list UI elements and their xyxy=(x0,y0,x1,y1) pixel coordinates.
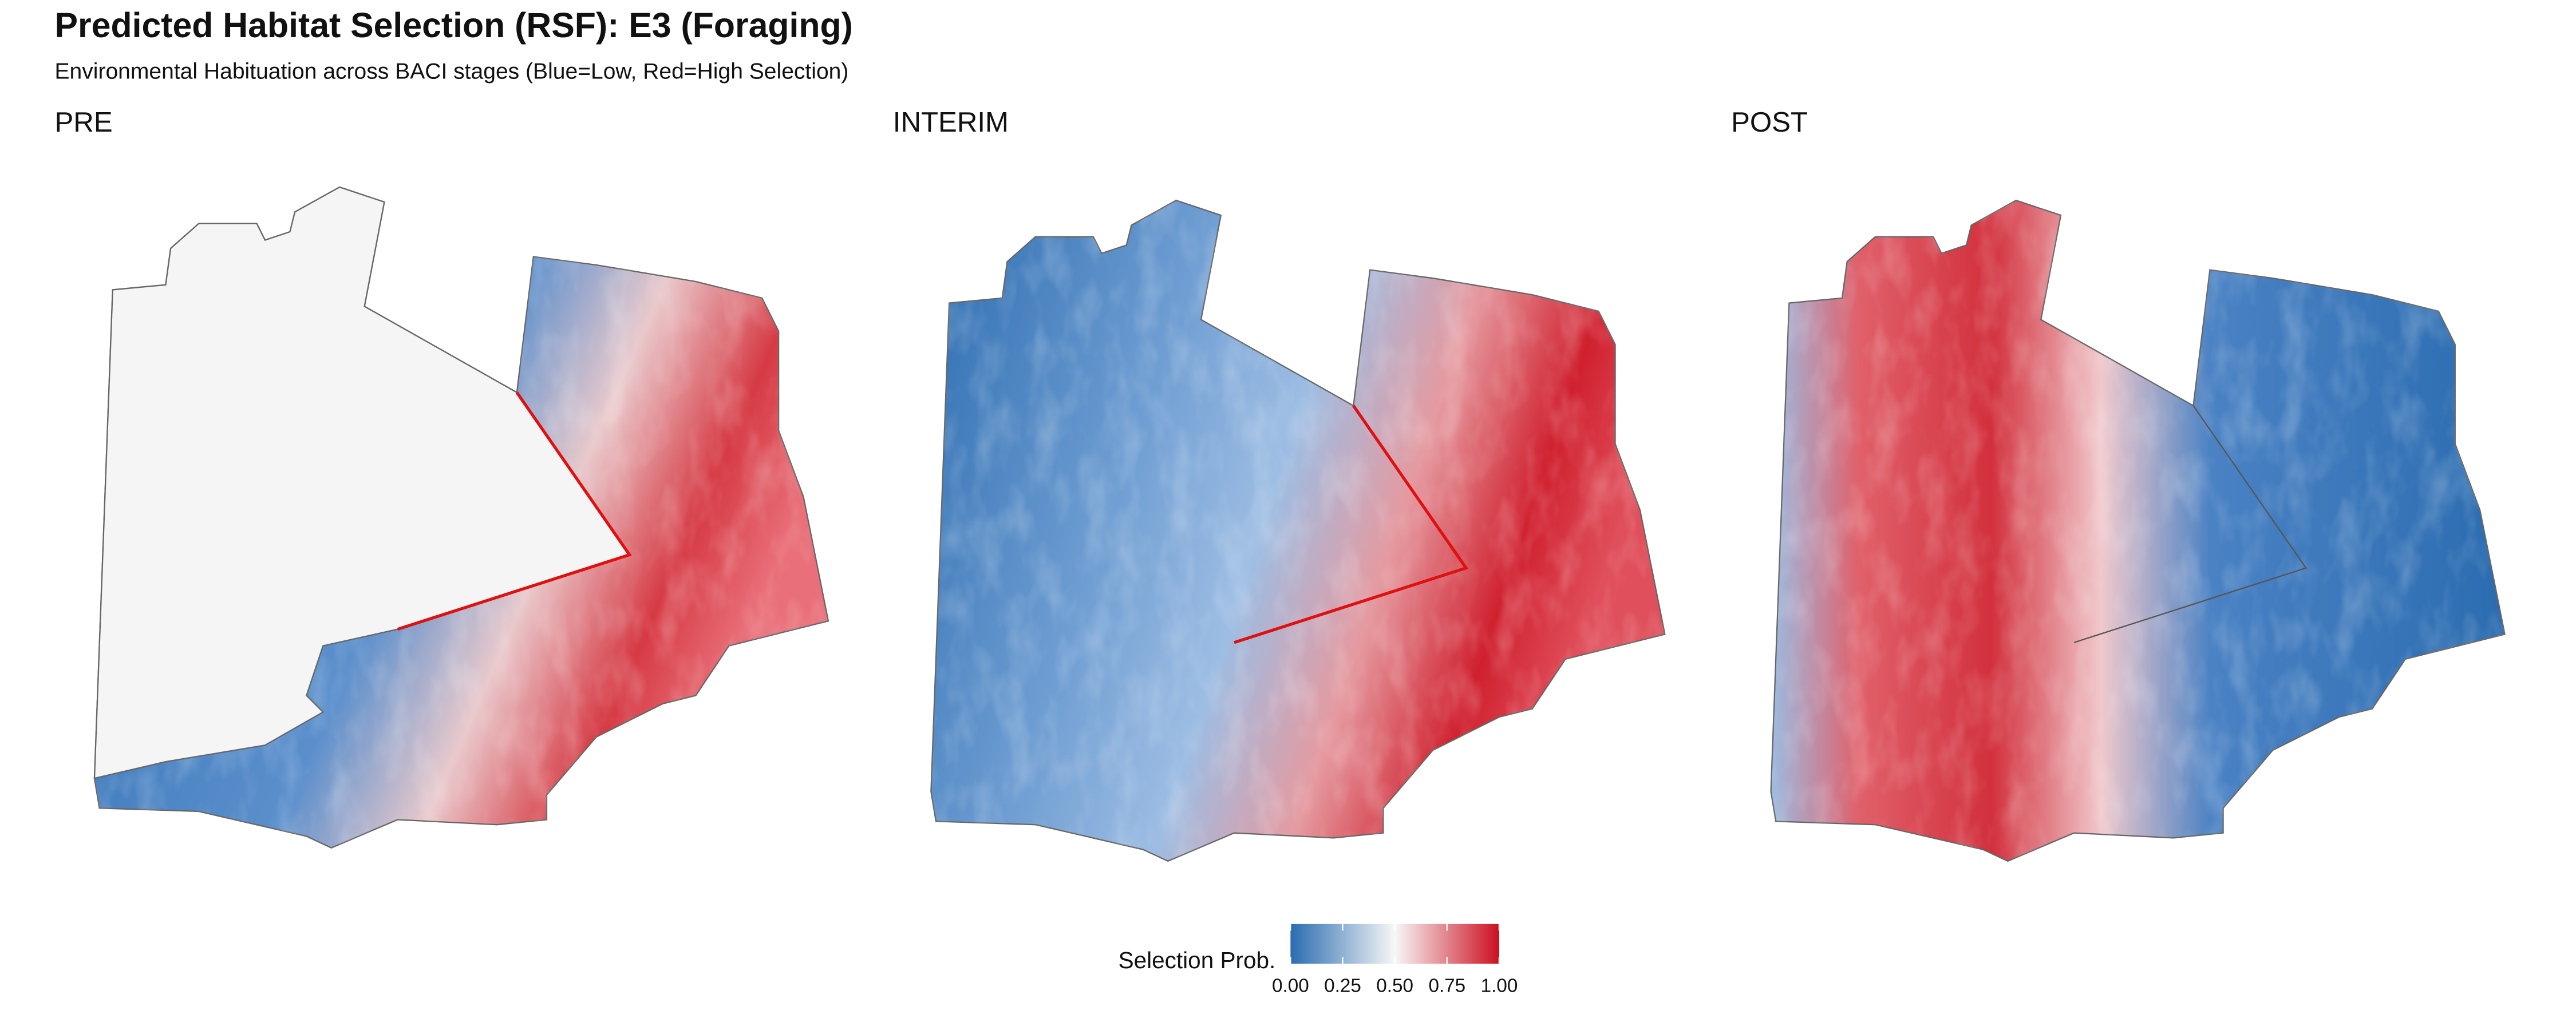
panel-label: POST xyxy=(1731,106,1808,138)
legend-title: Selection Prob. xyxy=(1119,947,1276,973)
tick-label: 0.50 xyxy=(1376,976,1413,997)
terrain-texture xyxy=(931,200,1665,861)
title: Predicted Habitat Selection (RSF): E3 (F… xyxy=(54,6,852,45)
panel-interim: INTERIM xyxy=(893,106,1666,862)
panel-post: POST xyxy=(1731,106,2506,862)
panel-pre: PRE xyxy=(54,106,829,849)
tick-label: 0.75 xyxy=(1428,976,1465,997)
no-data-area xyxy=(93,186,631,779)
tick-label: 0.25 xyxy=(1324,976,1361,997)
boundary xyxy=(2073,405,2308,643)
terrain-texture xyxy=(1771,200,2505,861)
panel-label: INTERIM xyxy=(893,106,1009,138)
boundary xyxy=(397,391,632,631)
subtitle: Environmental Habituation across BACI st… xyxy=(54,60,848,84)
boundary xyxy=(1234,405,1469,644)
panel-label: PRE xyxy=(54,106,112,138)
tick-label: 1.00 xyxy=(1481,976,1518,997)
tick-label: 0.00 xyxy=(1272,976,1309,997)
legend: Selection Prob. 0.00 0.25 0.50 0.75 1.00 xyxy=(1119,924,1518,997)
